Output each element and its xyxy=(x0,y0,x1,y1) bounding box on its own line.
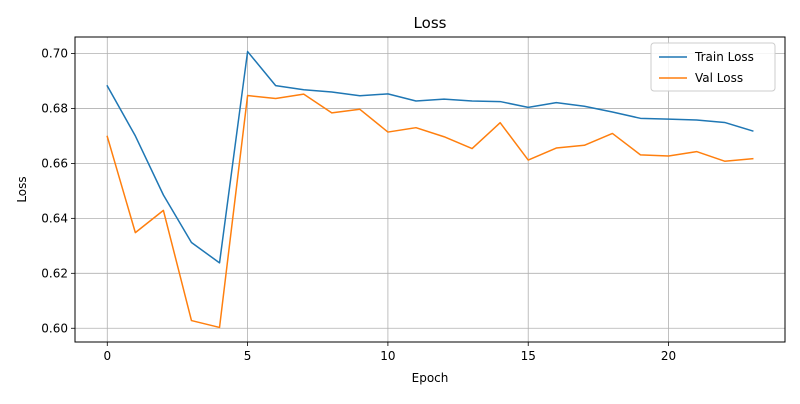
x-tick-label: 5 xyxy=(244,349,252,363)
x-axis-label: Epoch xyxy=(412,371,449,385)
series-line-val-loss xyxy=(106,93,754,329)
x-axis-ticks: 0 5 10 15 20 xyxy=(103,342,676,363)
y-tick-label: 0.62 xyxy=(41,266,68,280)
legend-box xyxy=(650,42,776,92)
x-tick-label: 15 xyxy=(521,349,536,363)
y-axis-ticks: 0.60 0.62 0.64 0.66 0.68 0.70 xyxy=(41,46,75,335)
legend-label-train-loss: Train Loss xyxy=(694,50,754,64)
data-series xyxy=(106,50,754,329)
y-tick-label: 0.68 xyxy=(41,101,68,115)
x-tick-label: 0 xyxy=(103,349,111,363)
chart-title: Loss xyxy=(414,14,447,32)
series-line-train-loss xyxy=(106,50,754,264)
plot-area-border xyxy=(74,36,786,343)
y-tick-label: 0.70 xyxy=(41,46,68,60)
y-axis-label: Loss xyxy=(15,176,29,202)
y-tick-label: 0.60 xyxy=(41,321,68,335)
y-tick-label: 0.66 xyxy=(41,156,68,170)
legend: Train Loss Val Loss xyxy=(650,42,776,92)
x-tick-label: 10 xyxy=(380,349,395,363)
y-tick-label: 0.64 xyxy=(41,211,68,225)
x-tick-label: 20 xyxy=(661,349,676,363)
legend-label-val-loss: Val Loss xyxy=(695,71,743,85)
